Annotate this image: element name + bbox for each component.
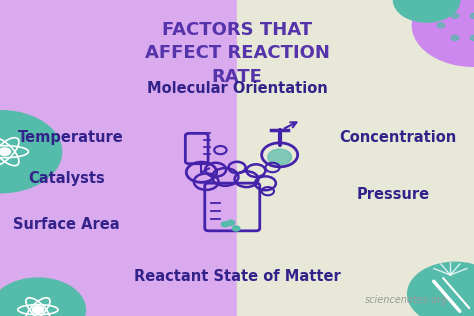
- Circle shape: [0, 278, 85, 316]
- Circle shape: [393, 0, 460, 22]
- Text: Catalysts: Catalysts: [28, 171, 105, 186]
- Circle shape: [268, 149, 292, 165]
- Text: Temperature: Temperature: [18, 130, 124, 145]
- Text: sciencenotes.org: sciencenotes.org: [365, 295, 448, 305]
- Text: FACTORS THAT: FACTORS THAT: [162, 21, 312, 39]
- Text: Surface Area: Surface Area: [13, 217, 119, 232]
- Text: Reactant State of Matter: Reactant State of Matter: [134, 269, 340, 284]
- Circle shape: [32, 306, 44, 313]
- Circle shape: [232, 226, 240, 231]
- Circle shape: [451, 13, 459, 18]
- Circle shape: [451, 35, 459, 40]
- Text: Molecular Orientation: Molecular Orientation: [146, 81, 328, 96]
- Text: RATE: RATE: [211, 68, 263, 86]
- Circle shape: [470, 35, 474, 40]
- Circle shape: [412, 0, 474, 66]
- Circle shape: [408, 262, 474, 316]
- Circle shape: [221, 222, 229, 227]
- Text: Pressure: Pressure: [357, 187, 430, 202]
- Circle shape: [227, 220, 235, 225]
- Circle shape: [0, 111, 62, 193]
- Circle shape: [470, 13, 474, 18]
- Text: AFFECT REACTION: AFFECT REACTION: [145, 44, 329, 62]
- Bar: [0, 0, 237, 316]
- Circle shape: [437, 23, 445, 28]
- Text: Concentration: Concentration: [339, 130, 457, 145]
- Bar: [237, 0, 474, 316]
- Circle shape: [0, 148, 10, 155]
